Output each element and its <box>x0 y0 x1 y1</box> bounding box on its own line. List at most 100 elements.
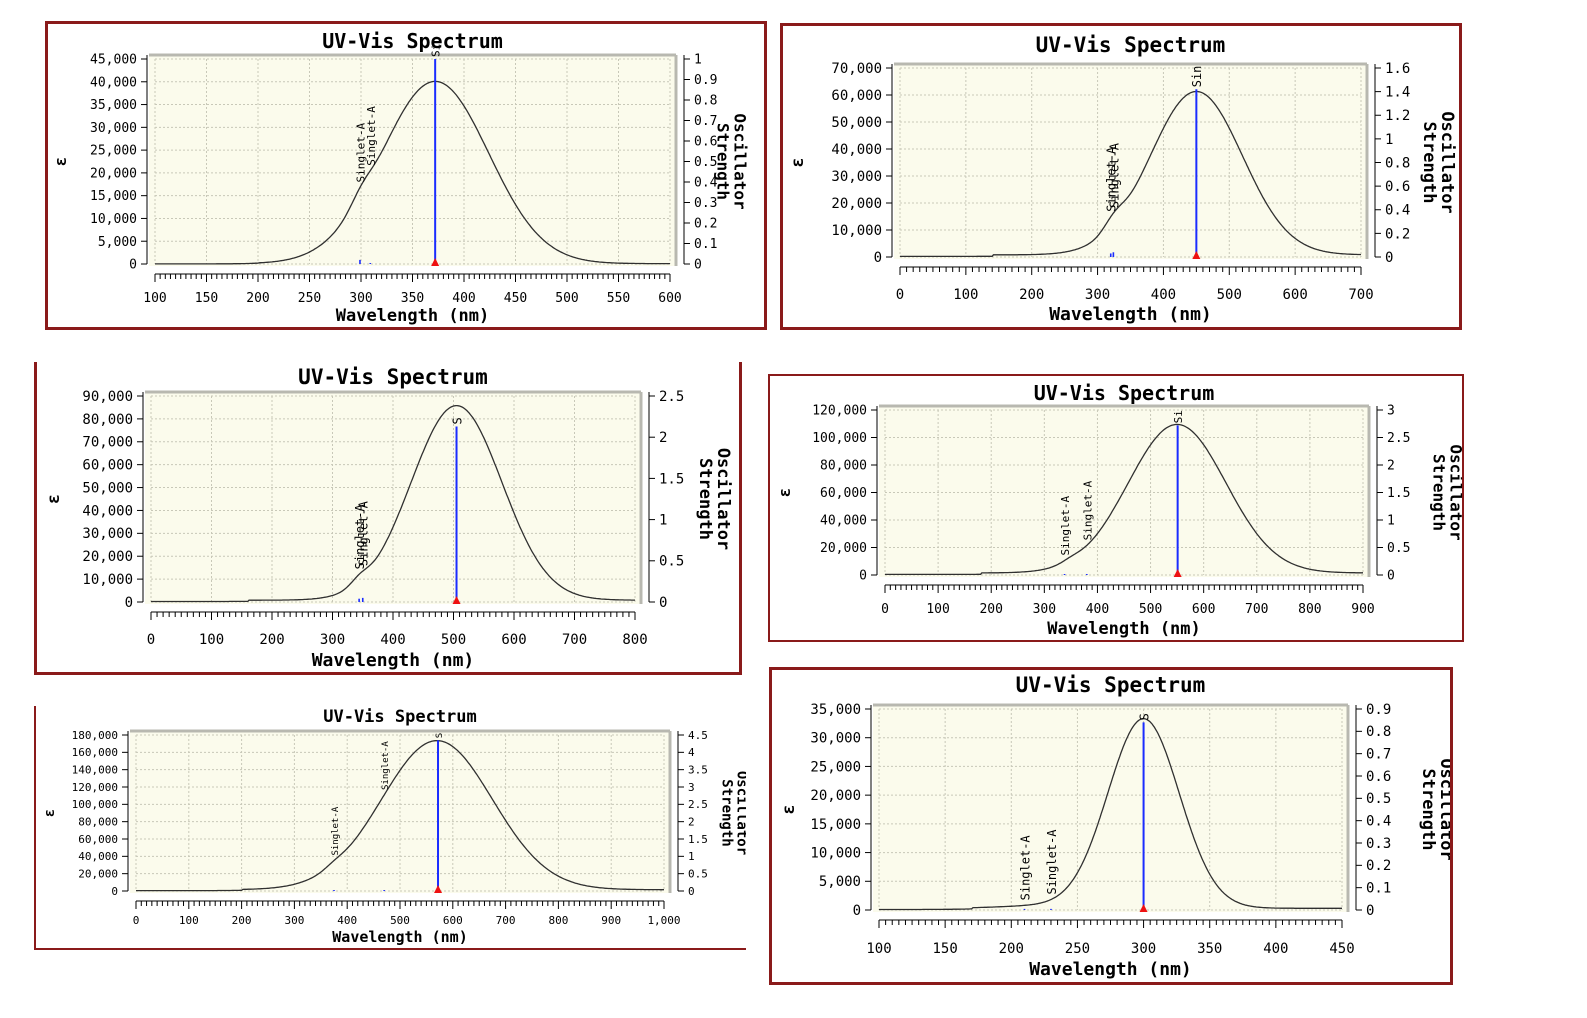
y-tick-label: 0 <box>853 903 861 919</box>
y2-tick-label: 1.6 <box>1385 61 1410 77</box>
transition-label: Singlet-A <box>1045 829 1059 895</box>
y-tick-label: 70,000 <box>831 61 882 77</box>
spectrum-curve <box>151 404 635 603</box>
y2-tick-label: 1.4 <box>1385 85 1410 101</box>
y-tick-label: 0 <box>129 258 137 273</box>
x-tick-label: 700 <box>562 632 587 648</box>
spectrum-panel-5: UV-Vis Spectrum 0 20,000 40,000 60,000 80,000… <box>34 706 746 950</box>
x-tick-label: 300 <box>1033 602 1056 617</box>
x-axis-title: Wavelength (nm) <box>1047 619 1201 639</box>
transition-label: Singlet-A <box>1105 146 1119 212</box>
spectrum-panel-6: UV-Vis Spectrum 0 5,000 10,000 15,000 20,000 2… <box>769 667 1453 985</box>
x-tick-label: 500 <box>1217 287 1242 303</box>
transition-label: S <box>450 417 464 424</box>
spectrum-chart-6: UV-Vis Spectrum 0 5,000 10,000 15,000 20,000 2… <box>779 673 1450 980</box>
x-tick-label: 600 <box>1282 287 1307 303</box>
y2-axis-title: Strength <box>1430 454 1449 531</box>
y2-tick-label: 1 <box>659 513 667 529</box>
y2-tick-label: 0.3 <box>1366 836 1391 852</box>
y-tick-label: 35,000 <box>90 98 137 113</box>
y-tick-label: 120,000 <box>72 781 118 794</box>
y2-tick-label: 1 <box>1385 132 1393 148</box>
x-tick-label: 800 <box>622 632 647 648</box>
transition-label: Singlet-A <box>1018 835 1032 901</box>
y-tick-label: 0 <box>125 595 133 611</box>
y2-tick-label: 2.5 <box>688 798 708 811</box>
y-tick-label: 10,000 <box>831 223 882 239</box>
y-tick-label: 15,000 <box>90 189 137 204</box>
y2-axis-title: Oscillator <box>1437 111 1457 213</box>
x-tick-label: 700 <box>1245 602 1268 617</box>
y-tick-label: 30,000 <box>831 169 882 185</box>
x-tick-label: 200 <box>259 632 284 648</box>
y2-tick-label: 2.5 <box>1387 431 1410 446</box>
transition-label: Singlet-A <box>365 106 378 166</box>
x-tick-label: 350 <box>1197 941 1222 957</box>
y2-tick-label: 0.4 <box>694 176 718 191</box>
transition-label: Singlet-A <box>355 122 368 182</box>
y2-axis-title: Strength <box>695 458 715 540</box>
transition-label: Sin <box>430 37 443 57</box>
y2-tick-label: 0.6 <box>1366 769 1391 785</box>
y-tick-label: 40,000 <box>82 503 133 519</box>
x-tick-label: 300 <box>349 291 372 306</box>
x-tick-label: 500 <box>1139 602 1162 617</box>
y-tick-label: 100,000 <box>812 431 867 446</box>
y2-axis-title: Oscillator <box>731 113 750 209</box>
y2-tick-label: 0 <box>1366 903 1374 919</box>
y2-tick-label: 0.2 <box>694 217 717 232</box>
y-tick-label: 0 <box>111 885 118 898</box>
x-tick-label: 200 <box>999 941 1024 957</box>
y2-tick-label: 0 <box>1385 250 1393 266</box>
x-tick-label: 500 <box>555 291 578 306</box>
y2-tick-label: 0.5 <box>659 554 684 570</box>
transition-label: Singlet-A <box>357 500 371 566</box>
y-tick-label: 80,000 <box>82 412 133 428</box>
y-tick-label: 0 <box>874 250 882 266</box>
x-tick-label: 400 <box>380 632 405 648</box>
x-tick-label: 900 <box>601 914 621 927</box>
spectrum-panel-2: UV-Vis Spectrum 0 10,000 20,000 30,000 40,000… <box>780 23 1462 330</box>
y2-tick-label: 0.5 <box>694 155 717 170</box>
y-tick-label: 60,000 <box>820 486 867 501</box>
y2-tick-label: 0.6 <box>694 135 717 150</box>
y2-tick-label: 1 <box>688 850 695 863</box>
x-tick-label: 250 <box>298 291 321 306</box>
y2-tick-label: 0.7 <box>694 114 717 129</box>
spectrum-chart-4: UV-Vis Spectrum 0 20,000 40,000 60,000 80,000… <box>775 381 1462 639</box>
y-tick-label: 45,000 <box>90 53 137 68</box>
x-tick-label: 600 <box>501 632 526 648</box>
peak-marker <box>1192 251 1201 259</box>
y-tick-label: 140,000 <box>72 764 118 777</box>
y-tick-label: 120,000 <box>812 404 867 419</box>
y-tick-label: 25,000 <box>810 759 861 775</box>
y-tick-label: 20,000 <box>820 541 867 556</box>
y-tick-label: 10,000 <box>90 212 137 227</box>
x-tick-label: 900 <box>1351 602 1374 617</box>
x-tick-label: 450 <box>1329 941 1354 957</box>
y2-tick-label: 0.7 <box>1366 747 1391 763</box>
transition-label: Sin <box>1190 66 1204 88</box>
spectrum-curve <box>136 739 664 892</box>
y-tick-label: 10,000 <box>810 845 861 861</box>
x-tick-label: 100 <box>866 941 891 957</box>
y-tick-label: 70,000 <box>82 435 133 451</box>
y-tick-label: 30,000 <box>90 121 137 136</box>
y2-tick-label: 2.5 <box>659 389 684 405</box>
y-tick-label: 80,000 <box>820 459 867 474</box>
y-tick-label: 20,000 <box>78 868 118 881</box>
x-tick-label: 0 <box>133 914 140 927</box>
y-tick-label: 40,000 <box>820 514 867 529</box>
plot-area <box>894 64 1367 259</box>
chart-title: UV-Vis Spectrum <box>1034 381 1215 405</box>
y2-tick-label: 1.5 <box>1387 486 1410 501</box>
x-tick-label: 500 <box>390 914 410 927</box>
spectrum-chart-1: UV-Vis Spectrum 0 5,000 10,000 15,000 20,000 2… <box>51 29 750 326</box>
transition-label: Singlet-A <box>1081 480 1094 540</box>
x-axis-title: Wavelength (nm) <box>332 928 467 946</box>
spectrum-curve <box>885 423 1363 576</box>
x-tick-label: 400 <box>1263 941 1288 957</box>
x-tick-label: 150 <box>932 941 957 957</box>
y-tick-label: 0 <box>859 569 867 584</box>
x-tick-label: 500 <box>441 632 466 648</box>
